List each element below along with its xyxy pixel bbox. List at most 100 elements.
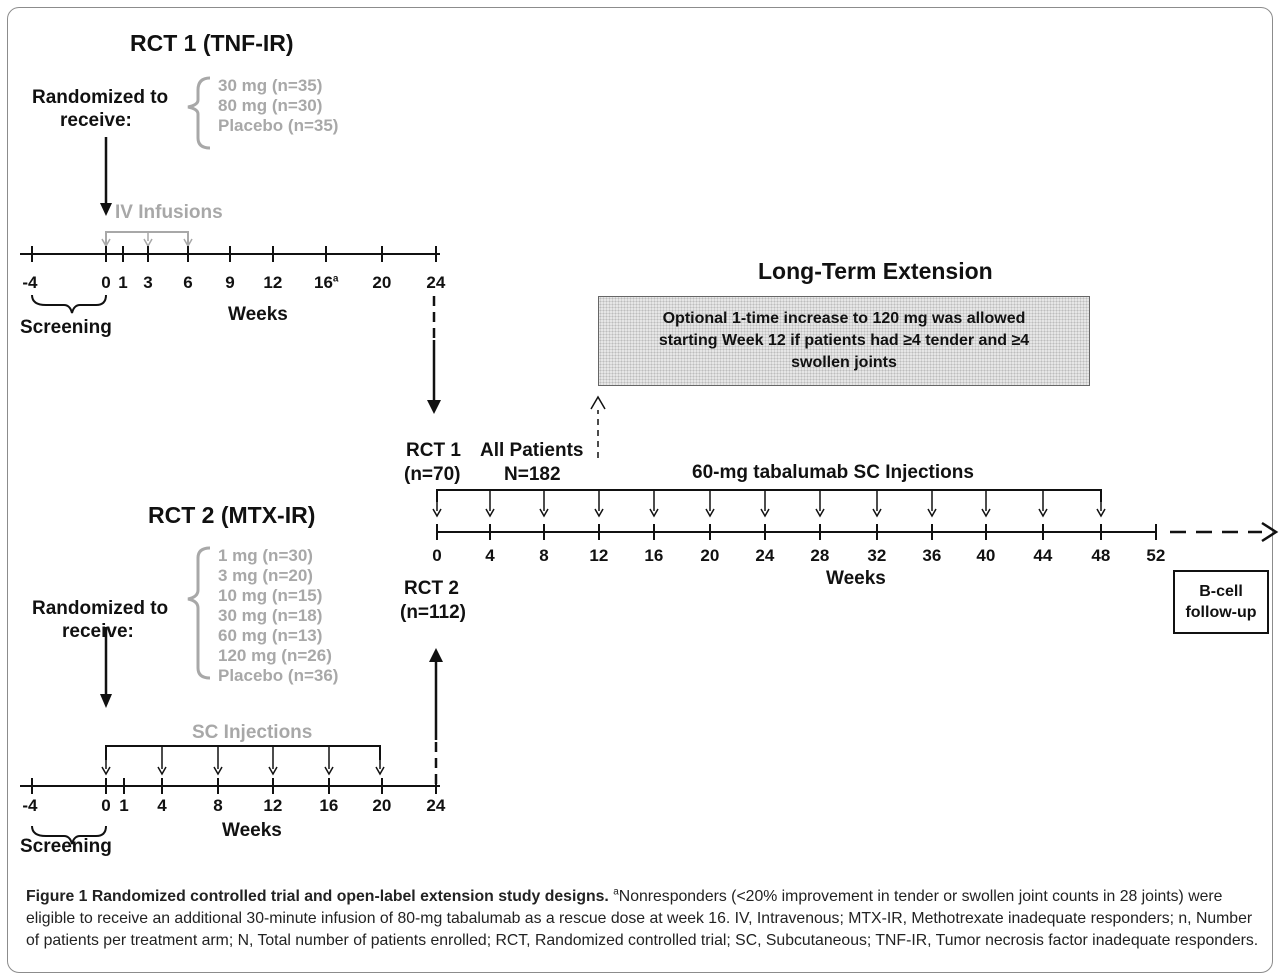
extension-injection-arrow-head xyxy=(649,508,659,518)
rct1-tick-label: 16 xyxy=(314,273,333,292)
injection-arrow-head xyxy=(324,766,334,776)
rct2-screening-label: Screening xyxy=(20,836,112,857)
rct1-tick-label: 12 xyxy=(263,273,283,292)
treatment-arm: 3 mg (n=20) xyxy=(218,566,313,585)
extension-injection-arrow-head xyxy=(432,508,442,518)
rct2-screening-bracket xyxy=(31,825,107,845)
figure-caption-footnote-mark: a xyxy=(613,886,619,898)
extension-tick-label: 40 xyxy=(976,546,996,565)
extension-injection-arrow-head xyxy=(539,508,549,518)
extension-dashed-up-arrowhead xyxy=(590,395,606,410)
bcell-followup-arrowhead xyxy=(1261,521,1279,543)
injection-arrow-head xyxy=(268,766,278,776)
rct2-title: RCT 2 (MTX-IR) xyxy=(148,502,316,528)
extension-injection-arrow-head xyxy=(705,508,715,518)
injection-arrow-head xyxy=(101,766,111,776)
treatment-arm: 80 mg (n=30) xyxy=(218,96,323,115)
extension-rct2-label-1: RCT 2 xyxy=(404,578,459,599)
treatment-arm: 10 mg (n=15) xyxy=(218,586,323,605)
rct2-tick-label: 24 xyxy=(426,796,446,815)
rct1-iv-infusions-label: IV Infusions xyxy=(115,202,223,223)
extension-weeks-label: Weeks xyxy=(826,568,886,589)
rct1-randomize-arrowhead xyxy=(100,203,112,216)
extension-injection-arrow-head xyxy=(981,508,991,518)
bcell-followup-box: B-cell follow-up xyxy=(1173,570,1269,634)
rct2-injection-arrows xyxy=(101,746,385,776)
figure-frame xyxy=(7,7,1273,973)
rct2-tick-label: 1 xyxy=(119,796,129,815)
treatment-arm: 30 mg (n=18) xyxy=(218,606,323,625)
extension-tick-label: 4 xyxy=(485,546,495,565)
injection-arrow-head xyxy=(375,766,385,776)
injection-arrow-head xyxy=(213,766,223,776)
rct1-infusion-bracket xyxy=(105,231,189,244)
treatment-arm: Placebo (n=36) xyxy=(218,666,339,685)
rct1-tick-label: 3 xyxy=(143,273,153,292)
treatment-arm: 60 mg (n=13) xyxy=(218,626,323,645)
extension-injection-arrows xyxy=(432,490,1106,518)
rct1-arms-bracket xyxy=(187,76,211,150)
bcell-followup-line-1: B-cell xyxy=(1199,583,1243,600)
extension-tick-label: 16 xyxy=(644,546,664,565)
bcell-followup-line-2: follow-up xyxy=(1185,604,1257,621)
injection-arrow-head xyxy=(157,766,167,776)
extension-tick-label: 52 xyxy=(1146,546,1166,565)
rct1-weeks-label: Weeks xyxy=(228,304,288,325)
rct1-screening-bracket xyxy=(31,294,107,314)
rct1-infusion-arrows xyxy=(101,232,193,248)
extension-injection-arrow-head xyxy=(927,508,937,518)
rct1-randomized-label-2: receive: xyxy=(60,110,132,131)
extension-tick-label: 0 xyxy=(432,546,442,565)
rct2-tick-label: 8 xyxy=(213,796,223,815)
rct1-randomized-label-1: Randomized to xyxy=(32,87,169,108)
extension-tick-label: 12 xyxy=(589,546,609,565)
all-patients-label: All Patients xyxy=(480,440,584,461)
extension-injection-arrow-head xyxy=(815,508,825,518)
all-patients-count: N=182 xyxy=(504,464,561,485)
extension-tick-label: 48 xyxy=(1091,546,1111,565)
extension-rct1-label-2: (n=70) xyxy=(404,464,461,485)
extension-tick-label: 36 xyxy=(922,546,942,565)
rct1-tick-label: 9 xyxy=(225,273,235,292)
rct2-to-extension-arrowhead xyxy=(429,648,443,662)
rct1-tick-label: 1 xyxy=(118,273,128,292)
extension-injection-arrow-head xyxy=(760,508,770,518)
rct2-weeks-label: Weeks xyxy=(222,820,282,841)
figure-caption: Figure 1 Randomized controlled trial and… xyxy=(26,886,1266,952)
extension-injection-arrow-head xyxy=(1096,508,1106,518)
rct2-tick-label: 0 xyxy=(101,796,111,815)
extension-tick-label: 20 xyxy=(700,546,720,565)
rct1-tick-label: -4 xyxy=(22,273,38,292)
treatment-arm: 1 mg (n=30) xyxy=(218,546,313,565)
rct2-randomize-arrowhead xyxy=(100,694,112,708)
extension-tick-label: 28 xyxy=(810,546,830,565)
rct2-randomized-label-1: Randomized to xyxy=(32,598,169,619)
rct1-tick-label: 20 xyxy=(372,273,392,292)
tick-footnote-mark: a xyxy=(332,273,339,285)
rct2-arms-bracket xyxy=(187,546,211,680)
extension-injection-arrow-head xyxy=(485,508,495,518)
treatment-arm: 120 mg (n=26) xyxy=(218,646,332,665)
extension-tick-label: 44 xyxy=(1033,546,1053,565)
rct2-tick-label: -4 xyxy=(22,796,38,815)
figure-caption-body: Nonresponders (<20% improvement in tende… xyxy=(26,888,1259,949)
rct2-tick-label: 20 xyxy=(372,796,392,815)
dose-escalation-note-line-2: starting Week 12 if patients had ≥4 tend… xyxy=(658,332,1030,349)
rct2-tick-label: 4 xyxy=(157,796,167,815)
rct2-arms-list: 1 mg (n=30) 3 mg (n=20) 10 mg (n=15) 30 mg … xyxy=(218,546,338,686)
extension-injection-arrow-head xyxy=(594,508,604,518)
dose-escalation-note-line-3: swollen joints xyxy=(791,354,897,371)
treatment-arm: 30 mg (n=35) xyxy=(218,76,323,95)
extension-tick-label: 32 xyxy=(867,546,887,565)
extension-title: Long-Term Extension xyxy=(758,258,993,284)
extension-rct1-label-1: RCT 1 xyxy=(406,440,461,461)
rct2-sc-injections-label: SC Injections xyxy=(192,722,313,743)
extension-tick-marks xyxy=(436,524,1157,540)
figure-caption-title: Figure 1 Randomized controlled trial and… xyxy=(26,888,609,905)
rct1-to-extension-arrowhead xyxy=(427,400,441,414)
rct2-tick-label: 12 xyxy=(263,796,283,815)
rct1-title: RCT 1 (TNF-IR) xyxy=(130,30,294,56)
rct1-tick-label: 24 xyxy=(426,273,446,292)
rct2-randomized-label-2: receive: xyxy=(62,621,134,642)
